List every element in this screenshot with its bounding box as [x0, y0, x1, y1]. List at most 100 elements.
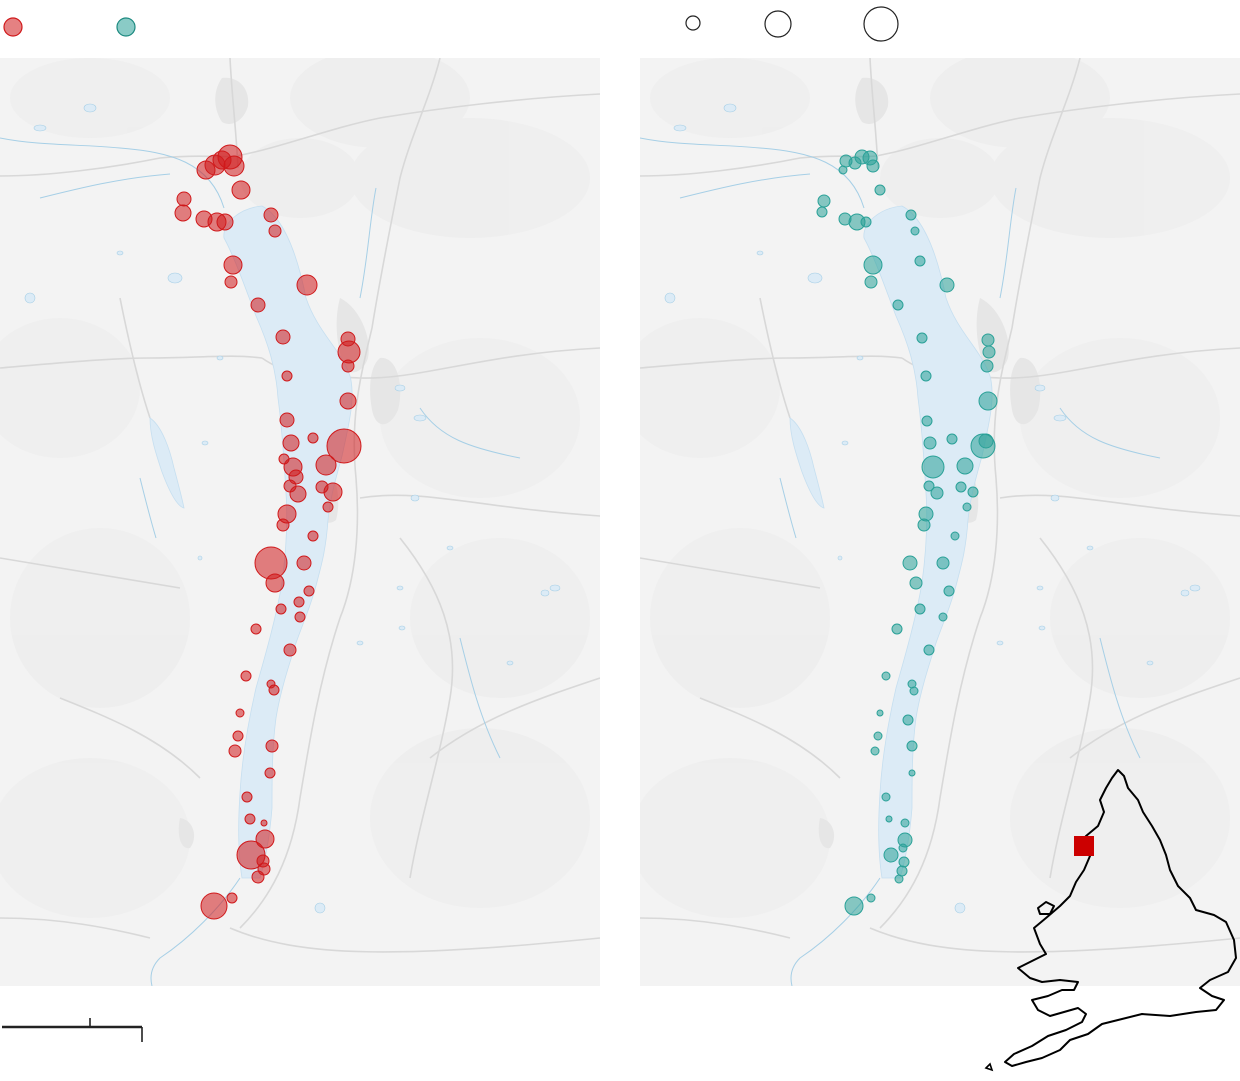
- series-a-point: [260, 819, 268, 827]
- series-b-point: [936, 556, 950, 570]
- series-b-point: [898, 856, 910, 868]
- series-a-point: [307, 530, 319, 542]
- scale-bar: [0, 1010, 150, 1050]
- series-a-point: [268, 224, 282, 238]
- legend-swatch-series-b: [116, 17, 136, 37]
- series-b-point: [980, 359, 994, 373]
- series-a-point: [263, 207, 279, 223]
- series-b-point: [950, 531, 960, 541]
- series-b-point: [921, 455, 945, 479]
- series-b-point: [967, 486, 979, 498]
- series-a-point: [228, 744, 242, 758]
- series-a-point: [296, 555, 312, 571]
- series-b-point: [864, 275, 878, 289]
- series-b-point: [946, 433, 958, 445]
- series-b-point: [896, 865, 908, 877]
- series-b-point: [921, 415, 933, 427]
- series-a-point: [244, 813, 256, 825]
- series-a-point: [283, 643, 297, 657]
- series-a-point: [279, 412, 295, 428]
- series-b-point: [866, 893, 876, 903]
- series-b-point: [978, 433, 994, 449]
- series-b-point: [873, 731, 883, 741]
- series-b-point: [908, 769, 916, 777]
- map-svg-series-a: [0, 58, 600, 986]
- series-b-point: [930, 486, 944, 500]
- series-a-point: [235, 708, 245, 718]
- series-b-point: [881, 792, 891, 802]
- series-a-point: [293, 596, 305, 608]
- series-b-point: [902, 555, 918, 571]
- series-b-point: [962, 502, 972, 512]
- series-a-point: [322, 501, 334, 513]
- series-a-point: [275, 603, 287, 615]
- series-b-point: [891, 623, 903, 635]
- series-b-point: [923, 480, 935, 492]
- series-b-point: [816, 206, 828, 218]
- series-a-point: [276, 518, 290, 532]
- series-a-point: [240, 670, 252, 682]
- series-b-point: [982, 345, 996, 359]
- series-b-point: [898, 843, 908, 853]
- series-b-point: [917, 518, 931, 532]
- series-b-point: [894, 874, 904, 884]
- series-b-point: [876, 709, 884, 717]
- series-b-point: [838, 165, 848, 175]
- series-a-point: [232, 730, 244, 742]
- series-b-point: [916, 332, 928, 344]
- series-a-point: [265, 739, 279, 753]
- series-b-point: [909, 576, 923, 590]
- series-b-point: [874, 184, 886, 196]
- series-b-point: [844, 896, 864, 916]
- series-b-point: [900, 818, 910, 828]
- series-b-point: [923, 436, 937, 450]
- locator-marker: [1074, 836, 1094, 856]
- series-b-point: [978, 391, 998, 411]
- legend-graphic: [3, 6, 899, 42]
- series-b-point: [955, 481, 967, 493]
- legend: [0, 0, 1240, 58]
- series-a-point: [254, 546, 288, 580]
- scale-bar-graphic: [2, 1018, 143, 1042]
- series-a-point: [223, 255, 243, 275]
- map-panel-series-b: [640, 58, 1240, 986]
- series-b-point: [914, 603, 926, 615]
- series-b-point: [902, 714, 914, 726]
- series-a-point: [231, 180, 251, 200]
- legend-swatch-series-a: [3, 17, 23, 37]
- series-a-point: [315, 454, 337, 476]
- series-b-point: [905, 209, 917, 221]
- series-a-point: [176, 191, 192, 207]
- series-a-point: [326, 428, 362, 464]
- series-a-point: [200, 892, 228, 920]
- series-b-point: [909, 686, 919, 696]
- series-a-point: [251, 870, 265, 884]
- map-svg-series-b: [640, 58, 1240, 986]
- series-b-point: [938, 612, 948, 622]
- series-b-point: [910, 226, 920, 236]
- series-b-point: [881, 671, 891, 681]
- series-b-point: [863, 255, 883, 275]
- series-a-point: [281, 370, 293, 382]
- legend-size-medium: [764, 10, 792, 38]
- series-b-point: [914, 255, 926, 267]
- legend-size-small: [685, 15, 701, 31]
- legend-size-large: [863, 6, 899, 42]
- series-a-point: [216, 213, 234, 231]
- series-b-point: [860, 216, 872, 228]
- series-a-point: [303, 585, 315, 597]
- series-a-point: [264, 767, 276, 779]
- series-a-point: [296, 274, 318, 296]
- series-a-point: [226, 892, 238, 904]
- map-panel-series-a: [0, 58, 600, 986]
- series-a-point: [268, 684, 280, 696]
- series-b-point: [906, 740, 918, 752]
- series-a-points: [174, 144, 362, 920]
- series-b-point: [956, 457, 974, 475]
- series-b-point: [939, 277, 955, 293]
- series-a-point: [174, 204, 192, 222]
- series-a-point: [341, 359, 355, 373]
- series-b-point: [923, 644, 935, 656]
- series-b-point: [817, 194, 831, 208]
- series-a-point: [339, 392, 357, 410]
